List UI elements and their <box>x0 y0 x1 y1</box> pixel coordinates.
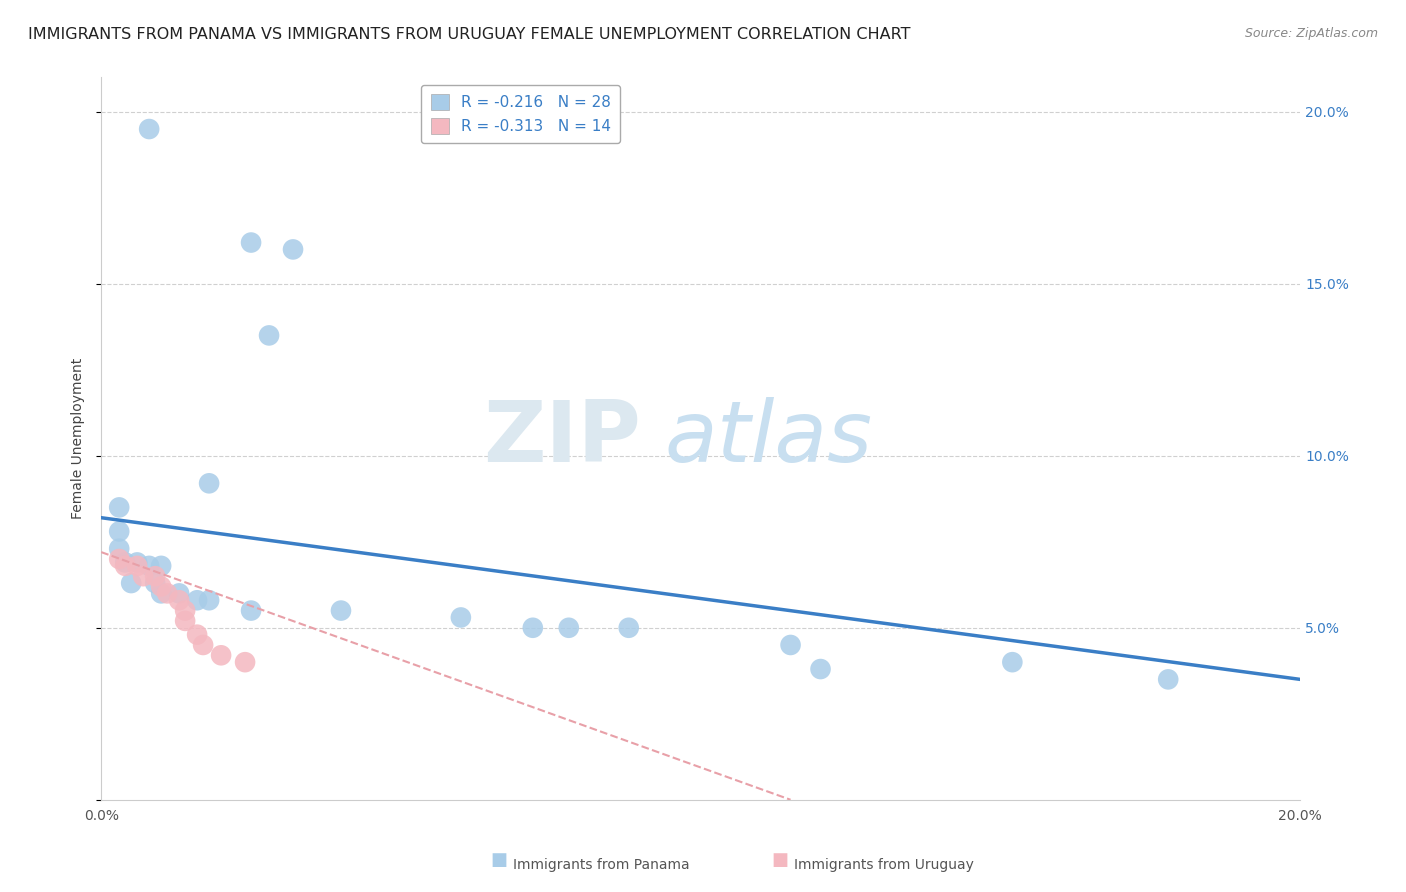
Point <box>143 576 166 591</box>
Point <box>174 604 197 618</box>
Text: ■: ■ <box>491 851 508 869</box>
Point <box>114 556 136 570</box>
Point <box>167 593 190 607</box>
Point <box>1157 673 1180 687</box>
Point <box>191 638 214 652</box>
Point <box>330 604 353 618</box>
Point <box>108 552 131 566</box>
Point <box>209 648 232 663</box>
Point <box>281 243 304 257</box>
Point <box>779 638 801 652</box>
Point <box>108 524 131 539</box>
Point <box>132 569 155 583</box>
Text: IMMIGRANTS FROM PANAMA VS IMMIGRANTS FROM URUGUAY FEMALE UNEMPLOYMENT CORRELATIO: IMMIGRANTS FROM PANAMA VS IMMIGRANTS FRO… <box>28 27 911 42</box>
Text: Source: ZipAtlas.com: Source: ZipAtlas.com <box>1244 27 1378 40</box>
Point <box>186 627 208 641</box>
Point <box>522 621 544 635</box>
Point <box>240 235 263 250</box>
Text: Immigrants from Panama: Immigrants from Panama <box>513 858 690 872</box>
Point <box>138 558 160 573</box>
Point <box>257 328 280 343</box>
Point <box>233 655 256 669</box>
Point <box>617 621 640 635</box>
Point <box>156 586 179 600</box>
Point <box>127 556 149 570</box>
Point <box>810 662 832 676</box>
Point <box>150 586 173 600</box>
Point <box>143 569 166 583</box>
Point <box>108 541 131 556</box>
Point <box>240 604 263 618</box>
Point <box>198 593 221 607</box>
Point <box>1001 655 1024 669</box>
Point <box>558 621 581 635</box>
Legend: R = -0.216   N = 28, R = -0.313   N = 14: R = -0.216 N = 28, R = -0.313 N = 14 <box>422 85 620 143</box>
Point <box>150 558 173 573</box>
Point <box>138 122 160 136</box>
Point <box>186 593 208 607</box>
Text: ZIP: ZIP <box>482 397 641 480</box>
Point <box>127 558 149 573</box>
Point <box>174 614 197 628</box>
Text: atlas: atlas <box>665 397 873 480</box>
Point <box>167 586 190 600</box>
Point <box>120 576 142 591</box>
Text: ■: ■ <box>772 851 789 869</box>
Point <box>150 580 173 594</box>
Point <box>114 558 136 573</box>
Point <box>198 476 221 491</box>
Point <box>450 610 472 624</box>
Point <box>108 500 131 515</box>
Y-axis label: Female Unemployment: Female Unemployment <box>72 358 86 519</box>
Text: Immigrants from Uruguay: Immigrants from Uruguay <box>794 858 974 872</box>
